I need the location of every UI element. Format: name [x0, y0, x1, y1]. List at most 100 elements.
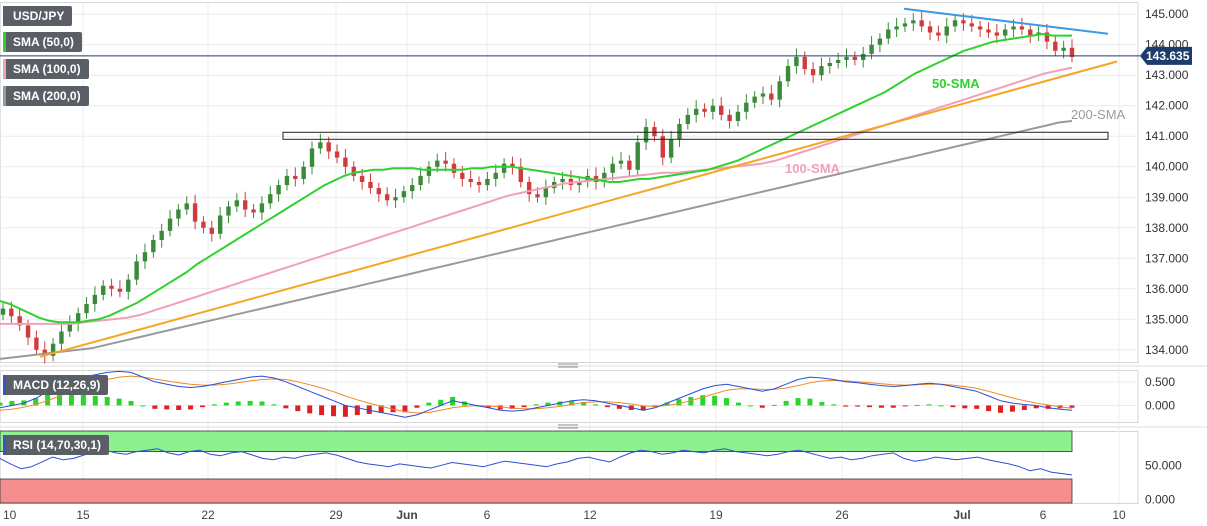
candle-body: [92, 294, 98, 305]
macd-bar: [259, 401, 265, 406]
candle-body: [994, 32, 1000, 36]
macd-bar: [414, 405, 420, 408]
candle-body: [326, 142, 331, 152]
macd-bar: [521, 405, 527, 408]
x-tick-label: 19: [709, 508, 723, 522]
price-tick-label: 145.000: [1145, 7, 1189, 21]
rsi-legend[interactable]: RSI (14,70,30,1): [3, 435, 110, 455]
macd-bar: [581, 402, 587, 406]
macd-bar: [426, 402, 432, 406]
x-tick-label: 29: [329, 508, 343, 522]
macd-bar: [735, 402, 741, 406]
candle-body: [84, 304, 89, 314]
candle-body: [510, 163, 515, 167]
candle-body: [334, 151, 340, 158]
candle-body: [476, 182, 482, 186]
candle-body: [159, 230, 164, 240]
rsi-line: [0, 448, 1073, 476]
candle-body: [251, 209, 256, 213]
macd-bar: [247, 400, 253, 406]
candle-body: [151, 239, 156, 253]
macd-bar: [33, 398, 39, 406]
candle-body: [318, 142, 323, 149]
candle-body: [67, 323, 73, 332]
candle-body: [359, 175, 365, 182]
macd-bar: [497, 405, 503, 410]
sma50-legend[interactable]: SMA (50,0): [3, 32, 82, 52]
macd-bar: [1021, 405, 1027, 410]
macd-bar: [354, 405, 360, 416]
candle-body: [1061, 47, 1066, 51]
macd-bar: [533, 404, 539, 406]
sma200-annotation: 200-SMA: [1071, 107, 1126, 122]
candle-body: [226, 206, 231, 216]
macd-bar: [509, 405, 515, 409]
macd-bar: [1045, 405, 1051, 409]
macd-bar: [938, 405, 944, 407]
symbol-legend[interactable]: USD/JPY: [3, 6, 73, 26]
macd-bar: [950, 405, 956, 408]
candle-body: [242, 200, 248, 210]
x-tick-label: Jul: [953, 508, 970, 522]
macd-legend-label: MACD (12,26,9): [13, 378, 101, 392]
candle-body: [234, 200, 240, 207]
macd-bar: [128, 400, 134, 406]
candle-body: [927, 26, 933, 33]
candle-body: [936, 32, 941, 36]
candle-body: [501, 163, 507, 173]
sma50-line: [0, 33, 1072, 324]
sma100-legend[interactable]: SMA (100,0): [3, 59, 89, 79]
macd-bar: [92, 395, 98, 406]
candle-body: [259, 203, 265, 213]
candle-body: [393, 197, 398, 201]
x-tick-label: 26: [835, 508, 849, 522]
candle-body: [435, 160, 440, 167]
price-tick-label: 143.000: [1145, 68, 1189, 82]
candle-body: [702, 108, 707, 112]
x-tick-label: 6: [1040, 508, 1047, 522]
macd-bar: [890, 405, 896, 408]
candle-body: [861, 53, 866, 60]
macd-bar: [783, 400, 789, 406]
candle-body: [268, 194, 273, 204]
macd-bar: [795, 398, 801, 406]
candle-body: [543, 188, 549, 198]
macd-bar: [378, 405, 384, 413]
macd-bar: [747, 405, 753, 407]
macd-bar: [569, 400, 575, 406]
candle-body: [1002, 29, 1008, 36]
rsi-legend-label: RSI (14,70,30,1): [13, 438, 102, 452]
macd-bar: [676, 399, 682, 406]
candle-body: [744, 102, 749, 112]
candle-body: [309, 148, 315, 167]
candle-body: [660, 136, 665, 158]
sma200-legend[interactable]: SMA (200,0): [3, 86, 89, 106]
sma100-legend-label: SMA (100,0): [13, 62, 81, 76]
macd-bar: [271, 404, 277, 406]
candle-body: [735, 111, 741, 121]
macd-bar: [998, 405, 1004, 413]
candle-body: [977, 26, 983, 30]
candle-body: [1011, 26, 1016, 30]
candle-body: [760, 93, 766, 97]
macd-panel: [0, 370, 1139, 423]
candle-body: [810, 69, 816, 76]
rsi-overbought-zone: [0, 430, 1073, 452]
candle-body: [526, 182, 532, 195]
price-tick-label: 135.000: [1145, 312, 1189, 326]
candle-body: [618, 160, 624, 164]
candle-body: [627, 160, 632, 170]
x-tick-label: 10: [3, 508, 17, 522]
macd-bar: [593, 404, 599, 406]
sma200-legend-label: SMA (200,0): [13, 89, 81, 103]
candle-body: [602, 172, 607, 182]
candle-body: [835, 59, 841, 64]
candle-body: [952, 20, 958, 27]
macd-legend[interactable]: MACD (12,26,9): [3, 375, 109, 395]
macd-bar: [831, 404, 837, 406]
candle-body: [961, 20, 966, 24]
macd-bar: [807, 398, 813, 406]
macd-bar: [712, 395, 718, 406]
descending-resistance-line: [903, 7, 1109, 35]
